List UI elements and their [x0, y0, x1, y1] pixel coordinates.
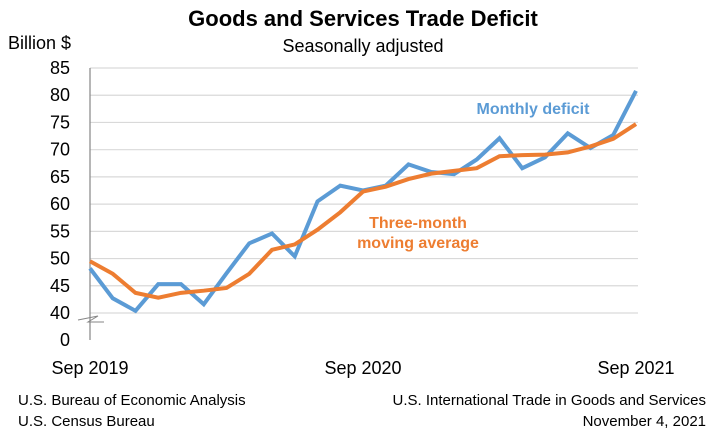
y-tick-label: 0: [60, 330, 70, 350]
legend-moving-average: moving average: [357, 235, 479, 252]
source-bea: U.S. Bureau of Economic Analysis: [18, 392, 246, 409]
chart-subtitle: Seasonally adjusted: [282, 36, 444, 56]
x-tick-label: Sep 2021: [597, 358, 674, 378]
source-census: U.S. Census Bureau: [18, 413, 155, 430]
y-axis-label: Billion $: [8, 33, 72, 53]
release-date: November 4, 2021: [582, 413, 706, 430]
y-tick-label: 80: [50, 85, 70, 105]
y-tick-label: 75: [50, 112, 70, 132]
legend-moving-average: Three-month: [369, 215, 467, 232]
chart-title: Goods and Services Trade Deficit: [188, 6, 538, 31]
release-title: U.S. International Trade in Goods and Se…: [392, 392, 706, 409]
monthly-deficit-line-group: [88, 89, 638, 314]
y-tick-label: 45: [50, 276, 70, 296]
y-tick-label: 60: [50, 194, 70, 214]
y-tick-label: 55: [50, 221, 70, 241]
y-tick-label: 50: [50, 249, 70, 269]
x-tick-label: Sep 2019: [51, 358, 128, 378]
y-tick-label: 70: [50, 140, 70, 160]
y-tick-label: 40: [50, 303, 70, 323]
y-tick-label: 85: [50, 58, 70, 78]
axis-break-icon: [77, 315, 104, 323]
x-tick-label: Sep 2020: [324, 358, 401, 378]
monthly-deficit-line: [88, 89, 638, 314]
y-tick-label: 65: [50, 167, 70, 187]
moving-average-line-group: [89, 122, 638, 300]
legend-monthly-deficit: Monthly deficit: [477, 101, 591, 118]
